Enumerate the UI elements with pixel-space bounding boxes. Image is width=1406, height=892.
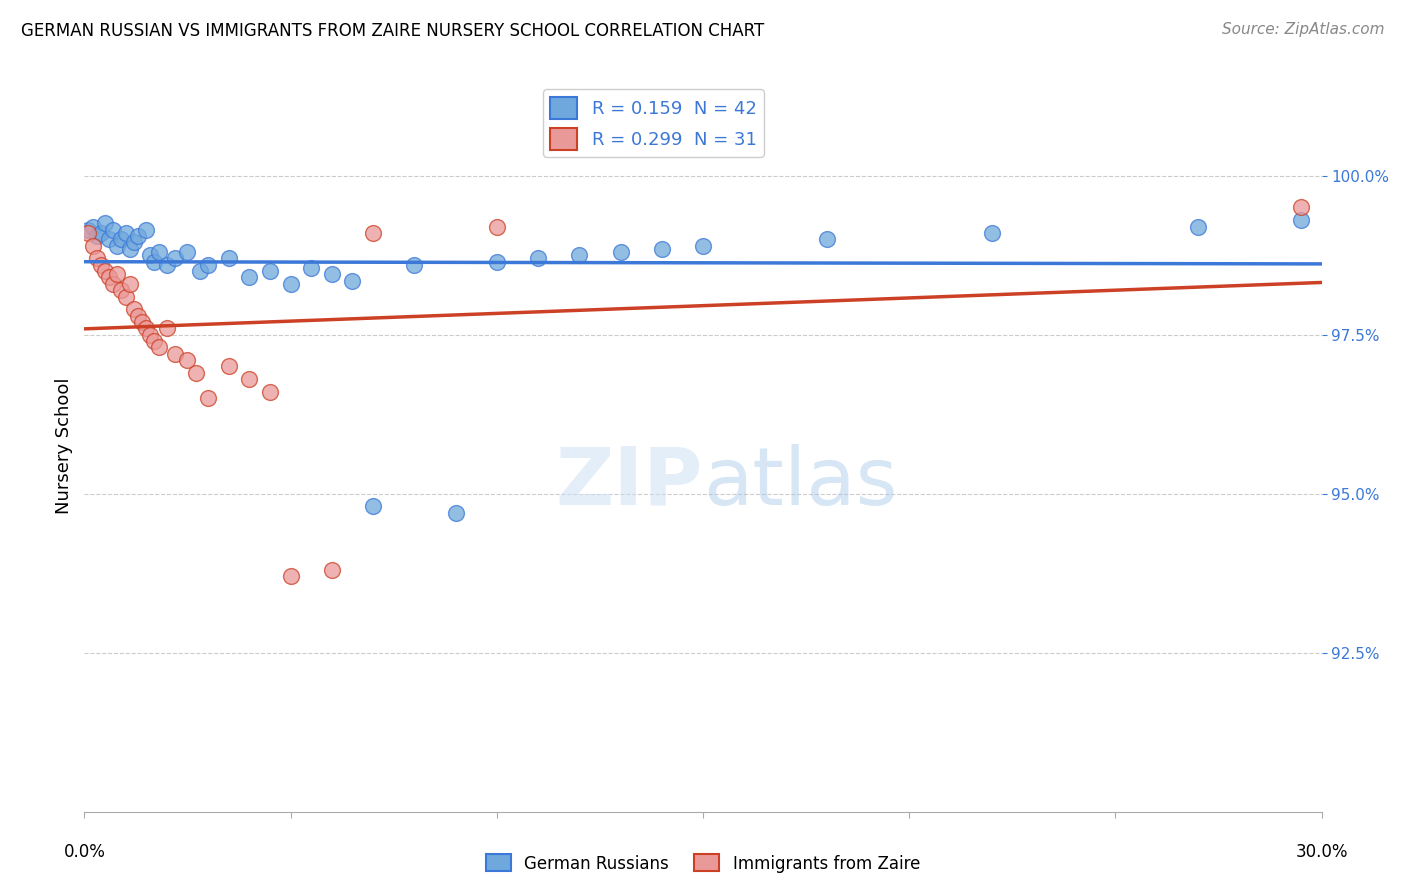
Point xyxy=(165,252,187,266)
Point xyxy=(404,258,426,272)
Point xyxy=(82,219,104,234)
Point xyxy=(98,270,121,285)
Legend: R = 0.159  N = 42, R = 0.299  N = 31: R = 0.159 N = 42, R = 0.299 N = 31 xyxy=(543,89,763,157)
Point xyxy=(82,238,104,252)
Point xyxy=(118,242,141,256)
Text: atlas: atlas xyxy=(703,443,897,522)
Point xyxy=(692,238,714,252)
Point xyxy=(444,506,467,520)
Point xyxy=(321,267,343,281)
Point xyxy=(103,277,125,291)
Point xyxy=(122,235,145,250)
Legend: German Russians, Immigrants from Zaire: German Russians, Immigrants from Zaire xyxy=(479,847,927,880)
Point xyxy=(103,223,125,237)
Point xyxy=(114,226,136,240)
Point xyxy=(1289,213,1312,227)
Point xyxy=(176,245,198,260)
Point xyxy=(485,254,508,268)
Point xyxy=(127,229,149,244)
Point xyxy=(135,321,157,335)
Point xyxy=(321,563,343,577)
Text: 30.0%: 30.0% xyxy=(1295,843,1348,861)
Point xyxy=(1289,201,1312,215)
Point xyxy=(342,274,364,288)
Point xyxy=(176,353,198,368)
Point xyxy=(361,500,384,514)
Text: GERMAN RUSSIAN VS IMMIGRANTS FROM ZAIRE NURSERY SCHOOL CORRELATION CHART: GERMAN RUSSIAN VS IMMIGRANTS FROM ZAIRE … xyxy=(21,22,765,40)
Point xyxy=(197,258,219,272)
Point xyxy=(86,252,108,266)
Point xyxy=(98,232,121,246)
Point xyxy=(184,366,207,380)
Text: 0.0%: 0.0% xyxy=(63,843,105,861)
Point xyxy=(259,264,281,278)
Point xyxy=(165,347,187,361)
Point xyxy=(361,226,384,240)
Point xyxy=(131,315,153,329)
Point xyxy=(568,248,591,262)
Point xyxy=(299,260,322,275)
Point xyxy=(527,252,550,266)
Point xyxy=(609,245,631,260)
Point xyxy=(127,309,149,323)
Point xyxy=(156,258,179,272)
Point xyxy=(485,219,508,234)
Point xyxy=(651,242,673,256)
Point xyxy=(94,216,117,230)
Text: ZIP: ZIP xyxy=(555,443,703,522)
Point xyxy=(218,252,240,266)
Point xyxy=(86,229,108,244)
Point xyxy=(135,223,157,237)
Point xyxy=(139,248,162,262)
Point xyxy=(280,277,302,291)
Point xyxy=(122,302,145,317)
Point xyxy=(259,384,281,399)
Point xyxy=(280,569,302,583)
Point xyxy=(980,226,1002,240)
Y-axis label: Nursery School: Nursery School xyxy=(55,377,73,515)
Point xyxy=(94,264,117,278)
Point xyxy=(156,321,179,335)
Point xyxy=(90,226,112,240)
Text: Source: ZipAtlas.com: Source: ZipAtlas.com xyxy=(1222,22,1385,37)
Point xyxy=(1187,219,1209,234)
Point xyxy=(77,223,100,237)
Point xyxy=(110,283,132,297)
Point xyxy=(114,289,136,303)
Point xyxy=(188,264,211,278)
Point xyxy=(105,238,128,252)
Point xyxy=(218,359,240,374)
Point xyxy=(148,245,170,260)
Point xyxy=(77,226,100,240)
Point xyxy=(105,267,128,281)
Point xyxy=(118,277,141,291)
Point xyxy=(815,232,838,246)
Point xyxy=(143,334,166,348)
Point xyxy=(110,232,132,246)
Point xyxy=(238,372,260,386)
Point xyxy=(139,327,162,342)
Point xyxy=(90,258,112,272)
Point xyxy=(148,340,170,354)
Point xyxy=(238,270,260,285)
Point xyxy=(143,254,166,268)
Point xyxy=(197,392,219,406)
